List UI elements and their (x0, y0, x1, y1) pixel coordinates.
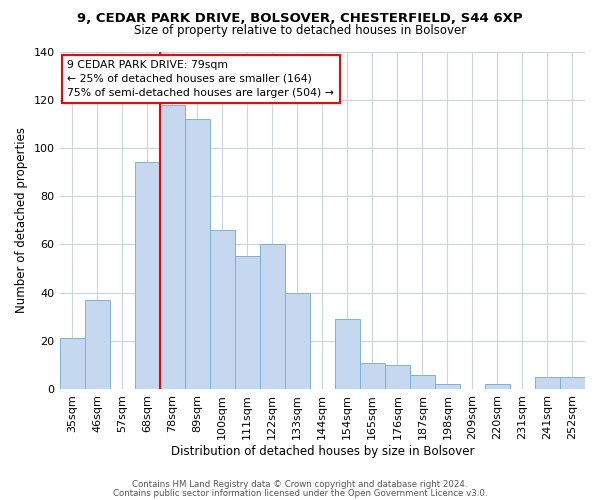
Text: Contains public sector information licensed under the Open Government Licence v3: Contains public sector information licen… (113, 488, 487, 498)
Bar (435, 384, 460, 389)
Bar (335, 319, 360, 389)
Bar (260, 244, 285, 389)
Text: 9, CEDAR PARK DRIVE, BOLSOVER, CHESTERFIELD, S44 6XP: 9, CEDAR PARK DRIVE, BOLSOVER, CHESTERFI… (77, 12, 523, 26)
Bar (85, 300, 110, 389)
Bar (59, 338, 85, 389)
Bar (360, 362, 385, 389)
Text: 9 CEDAR PARK DRIVE: 79sqm
← 25% of detached houses are smaller (164)
75% of semi: 9 CEDAR PARK DRIVE: 79sqm ← 25% of detac… (67, 60, 334, 98)
Bar (134, 162, 160, 389)
Y-axis label: Number of detached properties: Number of detached properties (15, 128, 28, 314)
Bar (209, 230, 235, 389)
Text: Size of property relative to detached houses in Bolsover: Size of property relative to detached ho… (134, 24, 466, 37)
Bar (185, 119, 209, 389)
Bar (385, 365, 410, 389)
X-axis label: Distribution of detached houses by size in Bolsover: Distribution of detached houses by size … (170, 444, 474, 458)
Bar (485, 384, 510, 389)
Bar (235, 256, 260, 389)
Bar (160, 104, 185, 389)
Bar (285, 292, 310, 389)
Bar (560, 377, 585, 389)
Bar (410, 374, 435, 389)
Bar (535, 377, 560, 389)
Text: Contains HM Land Registry data © Crown copyright and database right 2024.: Contains HM Land Registry data © Crown c… (132, 480, 468, 489)
